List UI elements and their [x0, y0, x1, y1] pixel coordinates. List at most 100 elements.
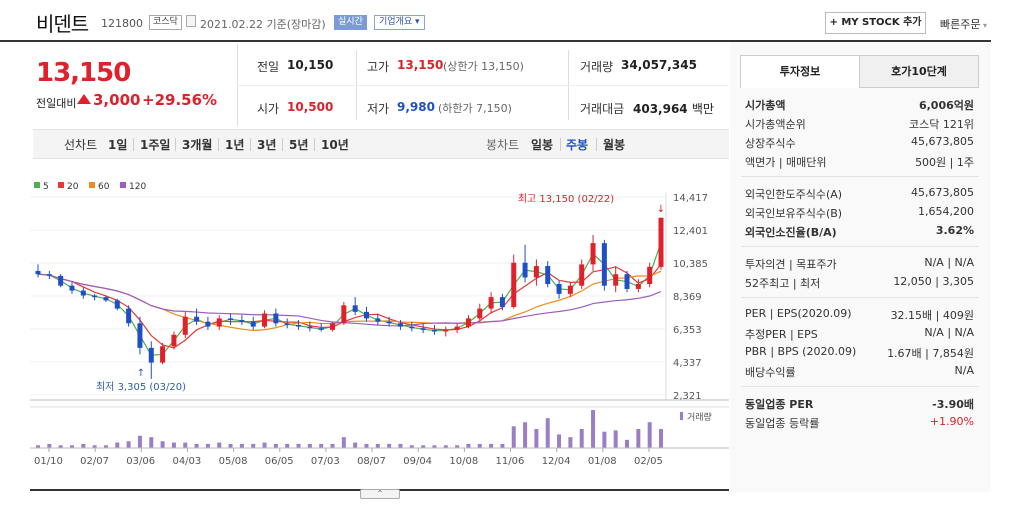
volume-bar — [47, 443, 52, 448]
candle-body — [273, 313, 279, 324]
collapse-chart-button[interactable]: ⌃ — [360, 489, 400, 499]
volume-bar — [319, 443, 324, 448]
volume-bar — [489, 443, 494, 448]
volume-bar — [183, 442, 188, 448]
tab-1y[interactable]: 1년 — [225, 138, 245, 152]
high-label: 고가 — [367, 60, 390, 74]
quick-order-link[interactable]: 빠른주문 ▾ — [940, 18, 988, 31]
candle-body — [228, 318, 234, 321]
x-tick-label: 11/06 — [496, 456, 525, 467]
volume-bar — [205, 443, 210, 448]
open-value: 10,500 — [287, 100, 334, 114]
volume-bar — [545, 418, 550, 448]
candle-body — [409, 326, 415, 329]
candle-body — [46, 274, 52, 276]
volume-bar — [160, 441, 165, 448]
candle-body — [137, 323, 143, 348]
investment-info-panel — [730, 42, 991, 492]
tab-1d[interactable]: 1일 — [108, 138, 128, 152]
candle-body — [454, 326, 460, 330]
divider — [218, 138, 219, 151]
info-row-value: 32.15배 | 409원 — [890, 309, 974, 322]
max-arrow-icon: ↓ — [657, 204, 665, 215]
volume-bar — [341, 437, 346, 448]
tab-5y[interactable]: 5년 — [289, 138, 309, 152]
tab-daily[interactable]: 일봉 — [531, 138, 554, 152]
info-row-label: 상장주식수 — [745, 137, 796, 150]
volume-bar — [500, 443, 505, 448]
open-label: 시가 — [257, 102, 280, 116]
volume-bar — [330, 443, 335, 448]
high-value: 13,150 — [397, 58, 444, 72]
info-row-value: 1.67배 | 7,854원 — [887, 347, 974, 360]
candle-body — [58, 275, 64, 286]
my-stock-add-button[interactable]: + MY STOCK 추가 — [825, 12, 926, 34]
price-change-percent: +29.56% — [142, 91, 218, 109]
x-tick-label: 04/03 — [172, 456, 201, 467]
info-divider — [741, 386, 979, 387]
header-divider — [0, 40, 991, 42]
x-tick-label: 10/08 — [449, 456, 478, 467]
info-row-label: PER | EPS(2020.09) — [745, 307, 852, 320]
tab-weekly[interactable]: 주봉 — [566, 138, 589, 152]
volume-bar — [613, 430, 618, 448]
x-tick-label: 01/08 — [588, 456, 617, 467]
divider — [596, 138, 597, 151]
candle-body — [590, 243, 596, 265]
candle-body — [103, 297, 109, 301]
tab-1w[interactable]: 1주일 — [140, 138, 171, 152]
info-row-label[interactable]: 동일업종 등락률 — [745, 417, 820, 430]
stock-name: 비덴트 — [36, 12, 89, 36]
candle-body — [296, 324, 302, 327]
volume-bar — [307, 443, 312, 448]
volume-bar — [579, 429, 584, 448]
divider — [237, 85, 729, 86]
volume-legend-label: 거래량 — [687, 411, 712, 423]
candle-body — [499, 297, 505, 307]
quote-date: 2021.02.22 기준(장마감) — [200, 18, 326, 31]
up-arrow-icon — [77, 94, 91, 104]
candle-body — [35, 270, 41, 275]
info-row-value: N/A — [954, 364, 974, 377]
divider — [175, 138, 176, 151]
ma-legend-swatch — [34, 182, 40, 188]
candle-body — [239, 320, 245, 322]
tab-monthly[interactable]: 월봉 — [603, 138, 626, 152]
ma-legend-label: 5 — [43, 182, 49, 192]
tab-3m[interactable]: 3개월 — [182, 138, 213, 152]
company-overview-dropdown[interactable]: 기업개요 ▾ — [374, 15, 425, 30]
info-row-value: 12,050 | 3,305 — [893, 275, 974, 288]
tab-investment-info[interactable]: 투자정보 — [740, 55, 860, 88]
candle-body — [160, 346, 166, 363]
candle-body — [601, 243, 607, 286]
volume-bar — [568, 437, 573, 448]
info-row-value: N/A | N/A — [924, 326, 974, 339]
divider — [314, 138, 315, 151]
volume-bar — [81, 443, 86, 448]
volume-bar — [466, 443, 471, 448]
volume-bar — [137, 435, 142, 448]
volume-bar — [126, 441, 131, 448]
candle-body — [80, 290, 86, 296]
tab-3y[interactable]: 3년 — [257, 138, 277, 152]
tab-order-book[interactable]: 호가10단계 — [859, 55, 979, 88]
candle-body — [624, 274, 630, 289]
volume-value: 34,057,345 — [621, 58, 697, 72]
info-row-label[interactable]: 시가총액순위 — [745, 118, 806, 131]
info-row-label[interactable]: 동일업종 PER — [745, 398, 814, 411]
volume-bar — [115, 442, 120, 448]
candle-body — [545, 266, 551, 285]
candle-body — [579, 264, 585, 286]
x-tick-label: 08/07 — [357, 456, 386, 467]
ma-legend-label: 20 — [67, 182, 79, 192]
volume-bar — [251, 443, 256, 448]
amount-value: 403,964 백만 — [633, 102, 714, 116]
candle-body — [647, 266, 653, 285]
realtime-badge[interactable]: 실시간 — [334, 15, 367, 30]
tab-10y[interactable]: 10년 — [321, 138, 349, 152]
info-row-label: 외국인소진율(B/A) — [745, 226, 837, 239]
x-tick-label: 06/05 — [265, 456, 294, 467]
candle-body — [352, 305, 358, 312]
amount-label: 거래대금 — [580, 102, 625, 116]
volume-bar — [364, 443, 369, 448]
